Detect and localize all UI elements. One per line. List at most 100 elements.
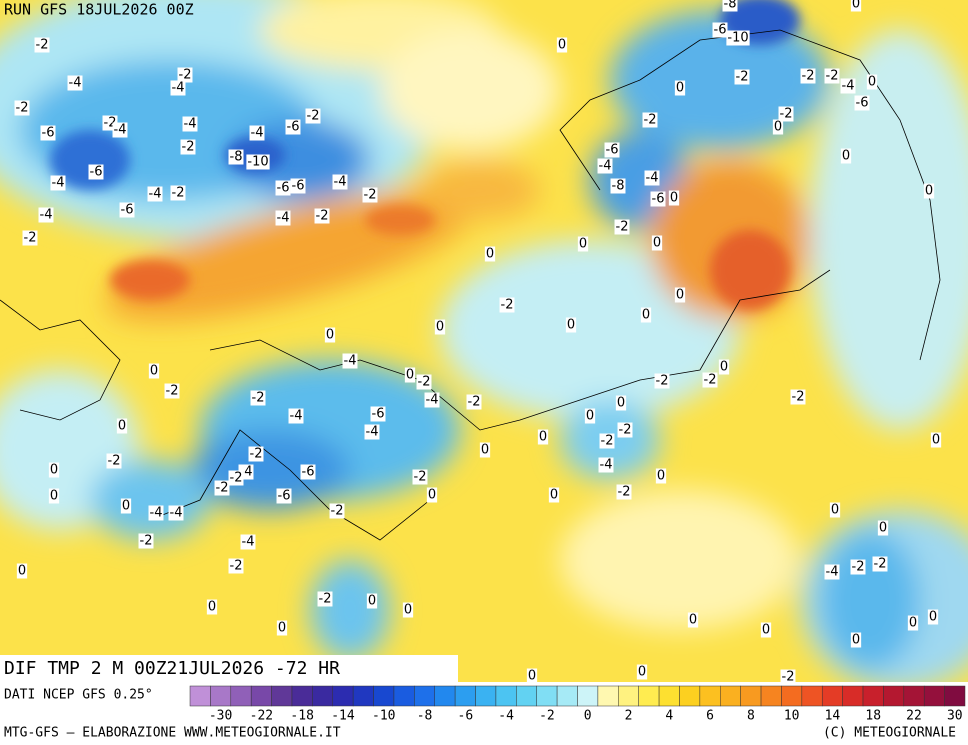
contour-label-bg [305, 108, 321, 124]
contour-label-bg [170, 185, 186, 201]
contour-label-bg [702, 372, 718, 388]
contour-label-bg [642, 112, 658, 128]
contour-label-bg [687, 612, 699, 628]
contour-label: 0 [486, 247, 494, 262]
contour-label-bg [275, 180, 291, 196]
contour-label-bg [840, 148, 852, 164]
contour-label-bg [48, 488, 60, 504]
map-title: DIF TMP 2 M 00Z21JUL2026 -72 HR [4, 658, 340, 679]
contour-label: -10 [727, 31, 748, 46]
contour-label: -4 [149, 187, 162, 202]
contour-label-bg [722, 0, 738, 12]
contour-label: -2 [182, 140, 195, 155]
contour-label-bg [927, 609, 939, 625]
contour-label-bg [370, 406, 386, 422]
contour-label-bg [248, 446, 264, 462]
contour-label-bg [548, 487, 560, 503]
contour-label: 0 [720, 360, 728, 375]
contour-label-bg [526, 668, 538, 684]
contour-label-bg [866, 74, 878, 90]
contour-label-bg [116, 418, 128, 434]
contour-label-bg [285, 119, 301, 135]
contour-label: -2 [601, 434, 614, 449]
contour-label: 0 [670, 191, 678, 206]
contour-label: 0 [579, 237, 587, 252]
contour-label: 0 [539, 430, 547, 445]
contour-label: -2 [108, 454, 121, 469]
contour-label: -4 [290, 409, 303, 424]
contour-label: -6 [121, 203, 134, 218]
contour-label: 0 [586, 409, 594, 424]
colorbar-tick-label: 4 [665, 709, 673, 724]
contour-label: -6 [90, 165, 103, 180]
contour-label: -4 [277, 211, 290, 226]
contour-label: -6 [302, 465, 315, 480]
contour-label-bg [148, 363, 160, 379]
contour-label: 0 [932, 433, 940, 448]
contour-label: -2 [792, 390, 805, 405]
contour-label-bg [249, 125, 265, 141]
contour-label-bg [412, 469, 428, 485]
contour-label-bg [850, 632, 862, 648]
contour-label-bg [907, 615, 919, 631]
contour-label-bg [276, 488, 292, 504]
color-swatch [291, 685, 313, 707]
contour-label: 0 [638, 665, 646, 680]
contour-label: -2 [826, 69, 839, 84]
contour-label-bg [598, 457, 614, 473]
contour-label: -2 [501, 298, 514, 313]
contour-label: 0 [852, 633, 860, 648]
contour-label: 0 [868, 75, 876, 90]
color-swatch [230, 685, 252, 707]
contour-label: -4 [69, 76, 82, 91]
contour-label-bg [342, 353, 358, 369]
contour-label-bg [668, 190, 680, 206]
color-swatch [618, 685, 639, 707]
contour-label: 0 [326, 328, 334, 343]
color-swatch [679, 685, 701, 707]
contour-label: -2 [736, 70, 749, 85]
colorbar: -30 -22 -18 -14 -10 -8 -6 -4 -2 0 2 4 6 8 10 14 18 22 30 [189, 685, 966, 724]
colorbar-tick-label: -14 [331, 709, 355, 724]
contour-label-bg [824, 564, 840, 580]
colorbar-tick-label: -30 [209, 709, 232, 724]
contour-label: -6 [714, 23, 727, 38]
contour-label: -2 [618, 485, 631, 500]
color-swatch [332, 685, 354, 707]
contour-label: -2 [852, 560, 865, 575]
contour-label-bg [67, 75, 83, 91]
color-swatch [740, 685, 762, 707]
contour-label: -2 [140, 534, 153, 549]
contour-label-bg [466, 394, 482, 410]
contour-label-bg [362, 187, 378, 203]
contour-label: -4 [600, 458, 613, 473]
contour-label-bg [760, 622, 772, 638]
contour-label-bg [14, 100, 30, 116]
contour-label-bg [214, 480, 230, 496]
contour-label: 0 [18, 564, 26, 579]
contour-label-bg [138, 533, 154, 549]
colorbar-tick-label: -4 [498, 709, 514, 724]
color-swatch [699, 685, 721, 707]
contour-label-bg [164, 383, 180, 399]
color-swatch [393, 685, 415, 707]
contour-label-bg [780, 669, 796, 685]
contour-label: -6 [292, 179, 305, 194]
contour-label: -2 [468, 395, 481, 410]
colorbar-tick-label: 18 [865, 709, 881, 724]
contour-label: 0 [617, 396, 625, 411]
color-swatch [577, 685, 599, 707]
contour-label-bg [617, 422, 633, 438]
color-swatch [516, 685, 537, 707]
contour-label-bg [584, 408, 596, 424]
contour-label-bg [484, 246, 496, 262]
contour-label: -2 [307, 109, 320, 124]
contour-label: 0 [368, 594, 376, 609]
contour-label-bg [324, 327, 336, 343]
contour-label-bg [16, 563, 28, 579]
contour-label-bg [718, 359, 730, 375]
color-swatch [944, 685, 966, 707]
color-swatch [597, 685, 619, 707]
contour-label-bg [829, 502, 841, 518]
color-swatch [862, 685, 884, 707]
